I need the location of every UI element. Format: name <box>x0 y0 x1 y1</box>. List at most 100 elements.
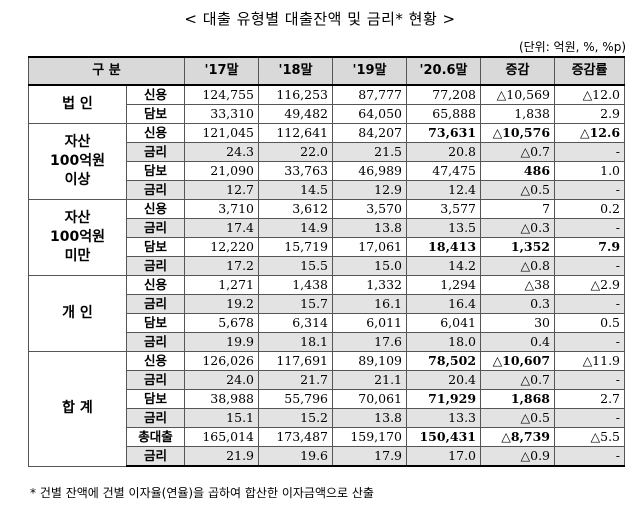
table-cell: 30 <box>480 313 556 333</box>
table-cell: 0.4 <box>480 332 556 352</box>
table-cell: 1,868 <box>480 389 556 409</box>
table-row: 담보 5,678 6,314 6,011 6,041 30 0.5 <box>29 313 626 333</box>
header-col-change-rate: 증감률 <box>554 56 626 86</box>
table-cell: 46,989 <box>332 161 408 181</box>
table-cell: 3,577 <box>406 199 482 219</box>
table-cell: 159,170 <box>332 427 408 447</box>
table-cell: 13.3 <box>406 408 482 428</box>
rate-label: 금리 <box>125 294 186 314</box>
table-cell: △11.9 <box>554 351 626 371</box>
table-cell: △0.8 <box>480 256 556 276</box>
table-cell: △0.3 <box>480 218 556 238</box>
table-cell: 1,838 <box>480 104 556 124</box>
table-cell: 18,413 <box>406 237 482 257</box>
table-cell: 77,208 <box>406 84 482 105</box>
table-cell: - <box>554 408 626 428</box>
table-cell: 21.5 <box>332 142 408 162</box>
table-cell: 6,041 <box>406 313 482 333</box>
table-cell: 150,431 <box>406 427 482 447</box>
table-cell: 14.5 <box>258 180 334 200</box>
rate-label: 금리 <box>125 408 186 428</box>
table-cell: 6,314 <box>258 313 334 333</box>
table-cell: 1,271 <box>184 275 260 295</box>
table-cell: 116,253 <box>258 84 334 105</box>
table-cell: 55,796 <box>258 389 334 409</box>
table-cell: 21,090 <box>184 161 260 181</box>
table-cell: 22.0 <box>258 142 334 162</box>
table-cell: 1,352 <box>480 237 556 257</box>
table-cell: 15.7 <box>258 294 334 314</box>
table-cell: 17.4 <box>184 218 260 238</box>
loan-type-label: 신용 <box>125 351 186 371</box>
table-cell: 1.0 <box>554 161 626 181</box>
table-cell: 18.1 <box>258 332 334 352</box>
table-cell: 1,294 <box>406 275 482 295</box>
rate-label: 금리 <box>125 180 186 200</box>
table-row: 담보 33,310 49,482 64,050 65,888 1,838 2.9 <box>29 104 626 124</box>
rate-label: 금리 <box>125 256 186 276</box>
table-cell: - <box>554 370 626 390</box>
loan-type-label: 신용 <box>125 275 186 295</box>
table-row: 담보 21,090 33,763 46,989 47,475 486 1.0 <box>29 161 626 181</box>
table-cell: 16.1 <box>332 294 408 314</box>
table-row: 금리 24.0 21.7 21.1 20.4 △0.7- <box>29 370 626 390</box>
table-cell: 19.9 <box>184 332 260 352</box>
table-cell: 24.3 <box>184 142 260 162</box>
table-cell: - <box>554 180 626 200</box>
table-cell: 126,026 <box>184 351 260 371</box>
table-cell: 87,777 <box>332 84 408 105</box>
table-cell: 49,482 <box>258 104 334 124</box>
table-cell: △2.9 <box>554 275 626 295</box>
table-row: 담보 12,220 15,719 17,061 18,413 1,352 7.9 <box>29 237 626 257</box>
group-label: 법 인 <box>28 84 127 124</box>
table-row: 자산 100억원 이상 신용 121,045 112,641 84,207 73,631 △… <box>28 123 626 200</box>
loan-type-label: 담보 <box>125 237 186 257</box>
table-cell: 1,438 <box>258 275 334 295</box>
table-cell: 47,475 <box>406 161 482 181</box>
table-cell: 33,763 <box>258 161 334 181</box>
rate-label: 금리 <box>125 446 186 467</box>
table-cell: - <box>554 446 626 467</box>
table-cell: 64,050 <box>332 104 408 124</box>
table-cell: - <box>554 332 626 352</box>
table-row: 금리 19.9 18.1 17.6 18.0 0.4- <box>29 332 626 352</box>
table-cell: 117,691 <box>258 351 334 371</box>
loan-type-label: 총대출 <box>125 427 186 447</box>
table-cell: 33,310 <box>184 104 260 124</box>
table-cell: 121,045 <box>184 123 260 143</box>
table-cell: - <box>554 218 626 238</box>
table-cell: 70,061 <box>332 389 408 409</box>
table-row: 담보 38,988 55,796 70,061 71,929 1,868 2.7 <box>29 389 626 409</box>
table-cell: 89,109 <box>332 351 408 371</box>
table-cell: 21.1 <box>332 370 408 390</box>
footnote: * 건별 잔액에 건별 이자율(연율)을 곱하여 합산한 이자금액으로 산출 <box>30 486 374 500</box>
table-cell: 0.3 <box>480 294 556 314</box>
loan-type-label: 담보 <box>125 389 186 409</box>
table-cell: △8,739 <box>480 427 556 447</box>
table-cell: 13.8 <box>332 218 408 238</box>
unit-note: (단위: 억원, %, %p) <box>518 40 626 54</box>
table-cell: 65,888 <box>406 104 482 124</box>
table-cell: 15.1 <box>184 408 260 428</box>
table-cell: 7.9 <box>554 237 626 257</box>
table-row: 금리 21.9 19.6 17.9 17.0 △0.9- <box>29 446 626 467</box>
rate-label: 금리 <box>125 332 186 352</box>
group-label: 자산 100억원 이상 <box>28 123 127 200</box>
table-cell: 17.2 <box>184 256 260 276</box>
table-body: 법 인 신용 124,755 116,253 87,777 77,208 △10,569 △1… <box>28 84 626 467</box>
table-cell: 38,988 <box>184 389 260 409</box>
table-row: 금리 17.2 15.5 15.0 14.2 △0.8- <box>29 256 626 276</box>
table-cell: 12.7 <box>184 180 260 200</box>
loan-type-label: 신용 <box>125 84 186 105</box>
table-row: 개 인 신용 1,271 1,438 1,332 1,294 △38 △2.9 <box>28 275 626 352</box>
table-cell: △12.0 <box>554 84 626 105</box>
table-cell: 5,678 <box>184 313 260 333</box>
table-cell: 173,487 <box>258 427 334 447</box>
loan-type-label: 신용 <box>125 199 186 219</box>
table-cell: 3,612 <box>258 199 334 219</box>
table-cell: 20.8 <box>406 142 482 162</box>
table-cell: 0.5 <box>554 313 626 333</box>
table-cell: 16.4 <box>406 294 482 314</box>
table-cell: 6,011 <box>332 313 408 333</box>
table-cell: 17.0 <box>406 446 482 467</box>
